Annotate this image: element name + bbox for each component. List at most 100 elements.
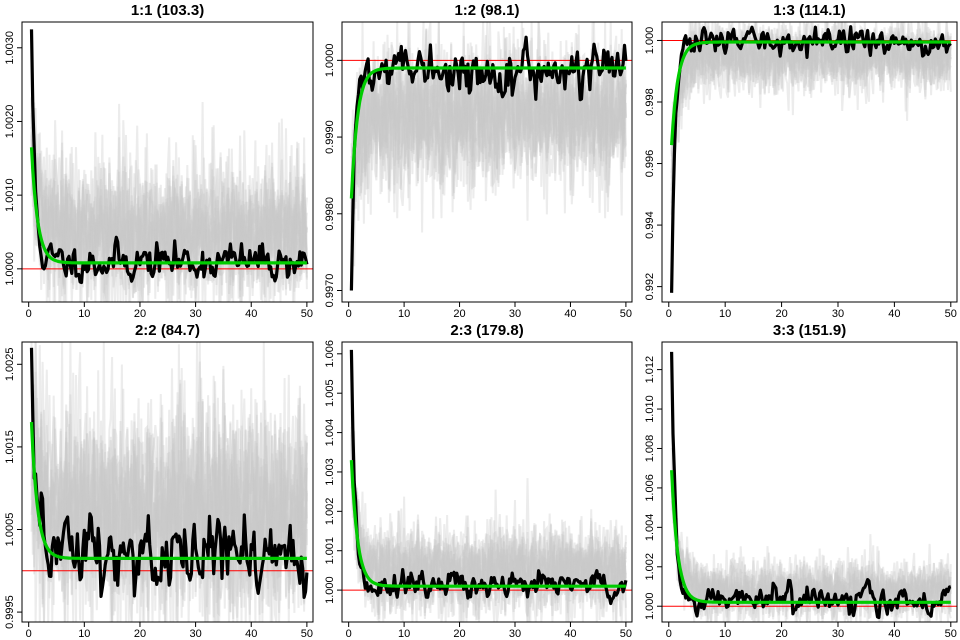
x-tick-label: 30 <box>832 628 844 640</box>
gray-replicate-line <box>350 22 627 215</box>
gray-replicate-line <box>670 492 952 622</box>
y-tick-label: 1.000 <box>644 592 656 620</box>
x-tick-label: 30 <box>832 308 844 320</box>
gray-replicate-line <box>670 22 952 190</box>
x-tick-label: 20 <box>453 628 465 640</box>
plot-frame <box>341 21 633 303</box>
x-tick-label: 30 <box>189 628 201 640</box>
panel-6: 3:3 (151.9) 0 10 20 30 40 50 1.000 1.002 1.004 1.0… <box>644 322 958 640</box>
gray-replicate-line <box>30 356 308 622</box>
y-tick-label: 0.996 <box>644 150 656 178</box>
gray-replicate-line <box>30 118 308 302</box>
gray-replicate-line <box>350 457 627 622</box>
gray-replicate-line <box>350 459 627 622</box>
gray-replicate-line <box>350 443 627 622</box>
mean-series-line <box>29 347 309 599</box>
gray-replicate-line <box>350 457 627 622</box>
gray-replicate-line <box>350 22 627 224</box>
plot-frame <box>21 341 314 623</box>
y-tick-label: 0.9995 <box>4 595 16 629</box>
fitted-curve <box>349 460 626 588</box>
x-tick-label: 10 <box>398 308 410 320</box>
x-tick-label: 20 <box>453 308 465 320</box>
y-tick-label: 1.0010 <box>4 178 16 212</box>
gray-replicate-line <box>350 434 627 622</box>
x-tick-label: 30 <box>509 308 521 320</box>
y-tick-label: 1.004 <box>324 419 336 447</box>
y-tick-label: 0.9970 <box>324 274 336 308</box>
plot-frame <box>341 341 633 623</box>
gray-replicate-line <box>350 22 627 267</box>
panel-title: 3:3 (151.9) <box>773 322 846 339</box>
gray-replicate-line <box>350 37 627 213</box>
plot-area <box>22 29 313 302</box>
gray-replicate-line <box>30 98 308 302</box>
panel-5: 2:3 (179.8) 0 10 20 30 40 50 1.000 1.001 1.002 1.0… <box>324 322 633 640</box>
x-tick-label: 30 <box>189 308 201 320</box>
fitted-curve <box>349 66 626 199</box>
y-tick-label: 1.006 <box>324 340 336 368</box>
gray-replicate-line <box>30 342 308 622</box>
y-tick-label: 1.005 <box>324 379 336 407</box>
gray-replicate-line <box>670 22 952 167</box>
x-tick-label: 0 <box>346 308 352 320</box>
y-tick-label: 1.0020 <box>4 105 16 139</box>
gray-replicate-line <box>30 383 308 622</box>
x-tick-label: 0 <box>346 628 352 640</box>
gray-replicate-line <box>30 102 308 302</box>
gray-replicate-line <box>670 22 952 157</box>
x-tick-label: 10 <box>719 628 731 640</box>
gray-replicate-line <box>350 449 627 620</box>
mean-series-line <box>349 349 628 606</box>
gray-replicate-line <box>30 404 308 622</box>
y-tick-label: 1.0015 <box>4 430 16 464</box>
plot-frame <box>661 21 958 303</box>
x-tick-label: 50 <box>301 308 313 320</box>
x-tick-label: 50 <box>620 308 632 320</box>
gray-replicate-line <box>30 352 308 622</box>
x-tick-label: 40 <box>564 628 576 640</box>
x-tick-label: 50 <box>945 628 957 640</box>
y-tick-label: 0.9990 <box>324 120 336 154</box>
gray-replicate-line <box>30 128 308 302</box>
gray-replicate-line <box>670 22 952 168</box>
plot-area <box>662 351 957 622</box>
gray-replicate-line <box>30 101 308 302</box>
fitted-curve <box>670 40 951 146</box>
panel-3: 1:3 (114.1) 0 10 20 30 40 50 0.992 0.994 0.996 0.9… <box>644 2 958 320</box>
gray-replicate-line <box>30 342 308 622</box>
fitted-curve <box>29 147 307 265</box>
x-tick-label: 20 <box>775 308 787 320</box>
fitted-curve <box>670 470 951 604</box>
y-tick-label: 1.012 <box>644 356 656 384</box>
gray-replicate-line <box>351 22 627 224</box>
plot-area <box>662 22 957 293</box>
gray-replicate-line <box>30 103 308 302</box>
y-tick-label: 1.002 <box>644 553 656 581</box>
y-tick-label: 1.001 <box>324 537 336 565</box>
y-tick-label: 1.0000 <box>4 252 16 286</box>
plot-area <box>342 22 632 291</box>
gray-replicate-line <box>30 120 308 302</box>
panel-1: 1:1 (103.3) 0 10 20 30 40 50 1.0000 1.0010 1.0020… <box>4 2 314 320</box>
y-tick-label: 1.004 <box>644 514 656 542</box>
y-tick-label: 1.006 <box>644 474 656 502</box>
gray-replicate-line <box>30 115 308 302</box>
gray-replicate-line <box>350 475 627 622</box>
mean-series-line <box>349 35 628 291</box>
gray-replicate-line <box>350 426 627 622</box>
panel-title: 1:1 (103.3) <box>131 2 204 19</box>
y-tick-label: 0.998 <box>644 88 656 116</box>
x-tick-label: 30 <box>509 628 521 640</box>
y-tick-label: 1.000 <box>324 576 336 604</box>
gray-replicate-line <box>350 27 627 191</box>
gray-replicate-line <box>30 342 308 622</box>
y-tick-label: 1.0030 <box>4 31 16 65</box>
gray-replicate-line <box>670 22 952 154</box>
gray-replicate-line <box>670 472 952 622</box>
x-tick-label: 50 <box>945 308 957 320</box>
gray-replicate-line <box>350 427 627 622</box>
x-tick-label: 10 <box>78 308 90 320</box>
x-tick-label: 0 <box>666 628 672 640</box>
plot-frame <box>661 341 958 623</box>
